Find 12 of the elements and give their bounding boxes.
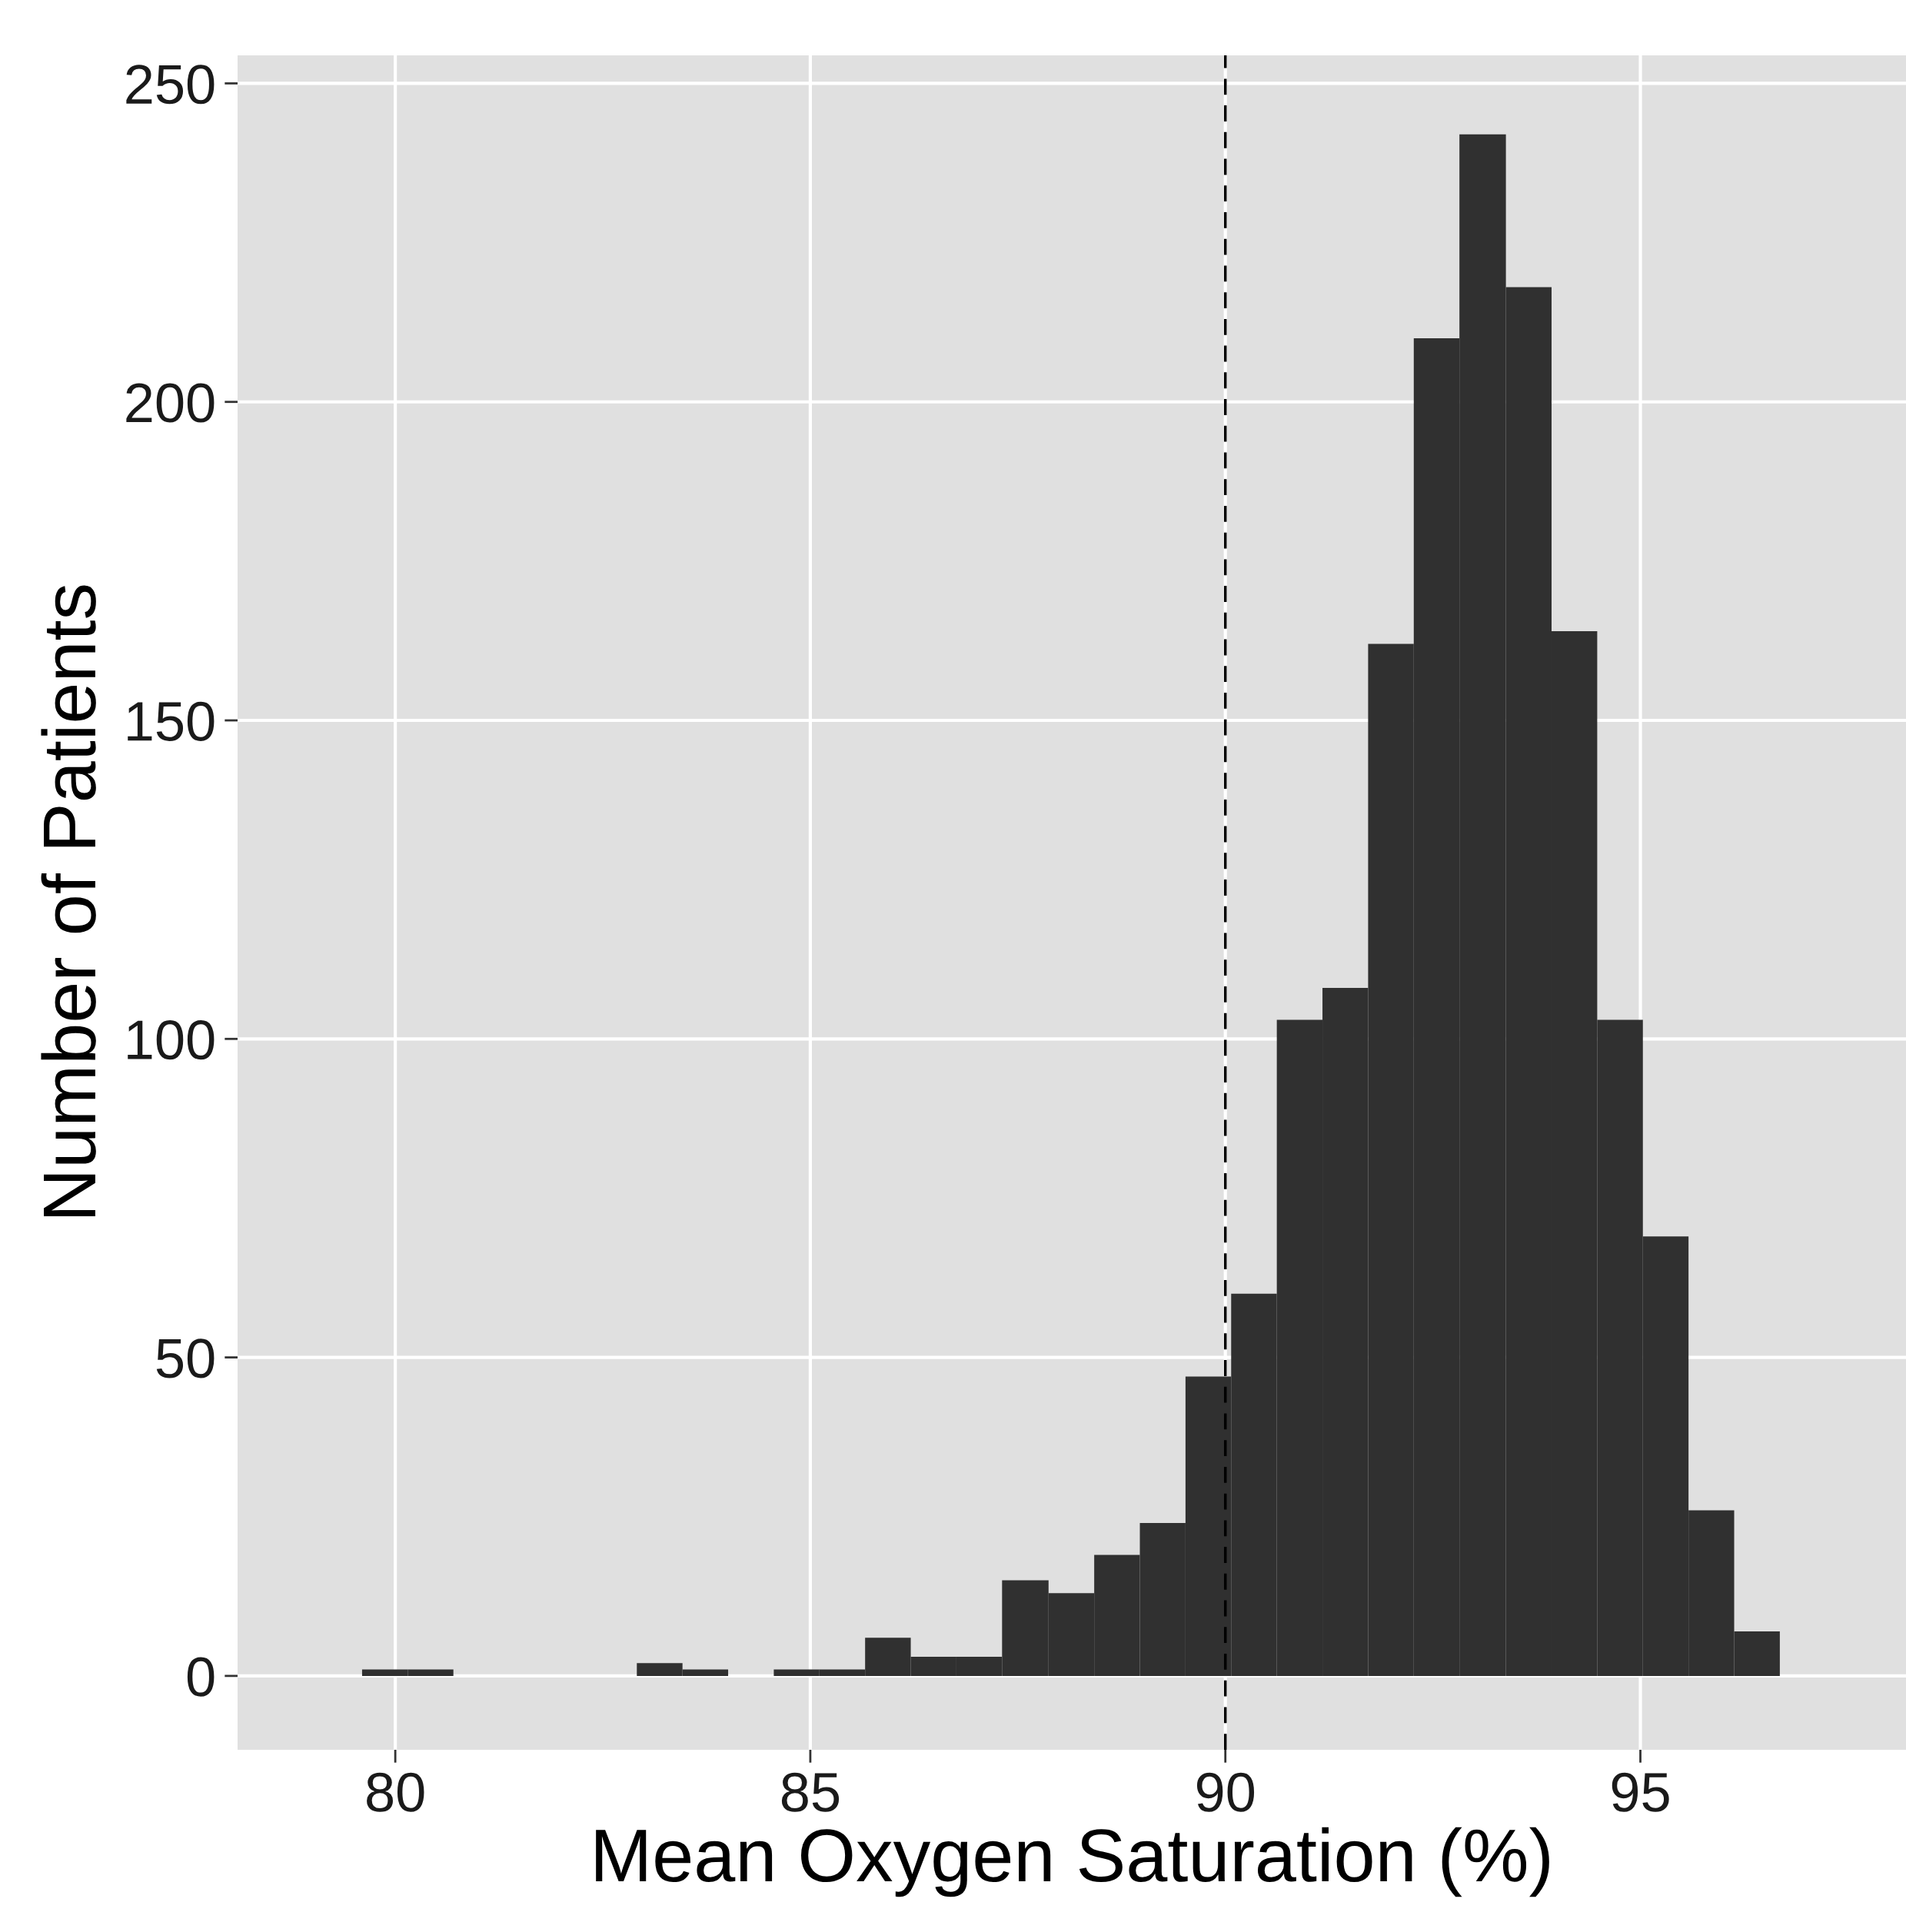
- x-tick-label: 85: [781, 1772, 840, 1812]
- y-axis-title: Number of Patients: [41, 585, 96, 1217]
- x-tick-label: 90: [1196, 1772, 1255, 1812]
- y-tick-label: 200: [126, 383, 215, 423]
- y-tick-label: 0: [187, 1657, 215, 1697]
- x-tick-label: 95: [1612, 1772, 1669, 1812]
- x-tick-label: 80: [367, 1772, 424, 1812]
- y-tick-label: 50: [156, 1338, 215, 1378]
- y-tick-label: 250: [126, 65, 215, 105]
- y-tick-label: 100: [128, 1020, 215, 1060]
- y-tick-label: 150: [128, 701, 215, 741]
- x-axis-title: Mean Oxygen Saturation (%): [596, 1827, 1549, 1897]
